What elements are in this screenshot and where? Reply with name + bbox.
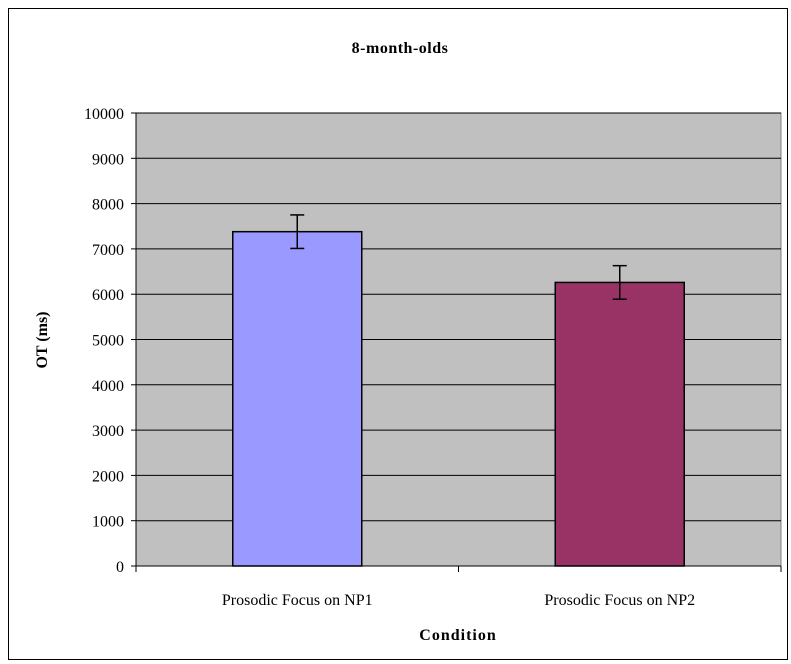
y-tick-label: 8000 — [92, 197, 124, 214]
y-tick-label: 0 — [116, 559, 124, 576]
chart-title: 8-month-olds — [352, 40, 449, 57]
y-tick-label: 1000 — [92, 514, 124, 531]
y-tick-label: 5000 — [92, 333, 124, 350]
y-tick-label: 4000 — [92, 378, 124, 395]
y-tick-label: 2000 — [92, 468, 124, 485]
x-axis-tick-labels: Prosodic Focus on NP1 Prosodic Focus on N… — [222, 592, 695, 609]
y-axis-ticks: 0 1000 2000 3000 4000 5000 6000 7000 8000 9000 100… — [84, 106, 137, 576]
error-bars — [290, 214, 627, 300]
x-axis — [135, 565, 782, 572]
y-tick-label: 9000 — [92, 151, 124, 168]
y-tick-label: 3000 — [92, 423, 124, 440]
x-tick-label: Prosodic Focus on NP2 — [544, 592, 695, 609]
y-axis-title: OT (ms) — [34, 311, 51, 368]
x-tick-label: Prosodic Focus on NP1 — [222, 592, 373, 609]
y-tick-label: 10000 — [84, 106, 124, 123]
bar-2 — [554, 281, 685, 567]
x-axis-title: Condition — [419, 627, 496, 644]
y-tick-label: 6000 — [92, 287, 124, 304]
bar-1 — [232, 230, 363, 567]
y-tick-label: 7000 — [92, 242, 124, 259]
